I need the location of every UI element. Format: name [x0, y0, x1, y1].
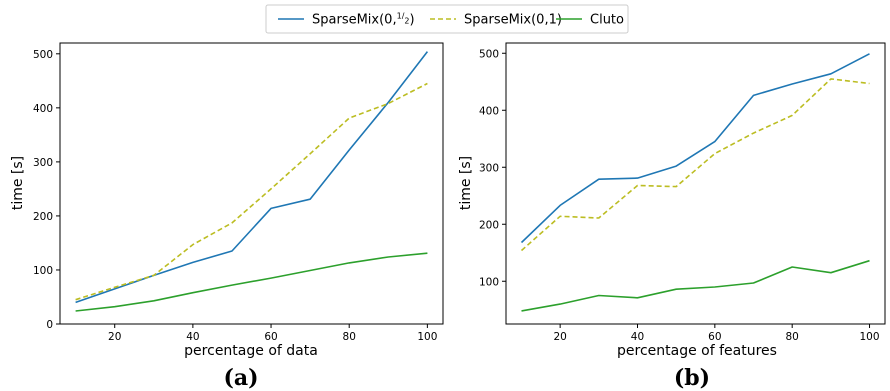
y-tick-label-b-200: 200	[479, 219, 499, 231]
x-tick-label-b-100: 100	[860, 331, 880, 343]
y-tick-label-a-300: 300	[33, 157, 53, 169]
x-tick-label-b-20: 20	[553, 331, 566, 343]
y-tick-label-b-500: 500	[479, 48, 499, 60]
y-tick-label-b-400: 400	[479, 105, 499, 117]
y-tick-label-a-0: 0	[46, 319, 53, 331]
y-tick-label-a-500: 500	[33, 49, 53, 61]
plot-frame-a	[59, 42, 444, 325]
series-line-a-sparsemix-half	[75, 51, 429, 304]
x-axis-label-a: percentage of data	[184, 343, 318, 359]
chart-panel-a: 20 40 60 80 100 0 100 200 300 400 500 percentage o…	[10, 42, 444, 391]
chart-panel-b: 20 40 60 80 100 100 200 300 400 500 percentage of…	[458, 42, 886, 391]
x-tick-label-a-20: 20	[108, 331, 121, 343]
y-axis-label-b: time [s]	[458, 156, 474, 210]
legend-label-cluto: Cluto	[590, 13, 624, 28]
series-line-a-cluto	[75, 252, 428, 312]
x-axis-label-b: percentage of features	[617, 343, 777, 359]
plot-frame-b	[505, 42, 886, 325]
series-line-b-sparsemix-half	[520, 53, 870, 244]
y-tick-label-a-100: 100	[33, 265, 53, 277]
x-tick-label-a-100: 100	[417, 331, 437, 343]
plot-area-b: 20 40 60 80 100 100 200 300 400 500	[479, 48, 880, 343]
legend-label-sparsemix-one: SparseMix(0,1)	[464, 13, 562, 28]
y-tick-label-a-400: 400	[33, 103, 53, 115]
plot-area-a: 20 40 60 80 100 0 100 200 300 400 500	[33, 49, 437, 343]
x-tick-label-a-60: 60	[264, 331, 277, 343]
legend: SparseMix(0,1/2) SparseMix(0,1) Cluto	[265, 4, 629, 34]
y-tick-label-b-100: 100	[479, 276, 499, 288]
x-tick-label-a-40: 40	[186, 331, 199, 343]
panel-label-a: (a)	[223, 365, 258, 391]
y-tick-label-a-200: 200	[33, 211, 53, 223]
x-tick-label-a-80: 80	[343, 331, 356, 343]
series-line-a-sparsemix-one	[75, 82, 428, 301]
x-tick-label-b-40: 40	[631, 331, 644, 343]
panel-label-b: (b)	[674, 365, 710, 391]
series-line-b-cluto	[521, 259, 870, 312]
legend-label-sparsemix-half: SparseMix(0,1/2)	[312, 12, 415, 28]
series-line-b-sparsemix-one	[520, 78, 870, 252]
x-tick-label-b-60: 60	[708, 331, 721, 343]
y-axis-label-a: time [s]	[10, 156, 26, 210]
x-tick-label-b-80: 80	[785, 331, 798, 343]
y-tick-label-b-300: 300	[479, 162, 499, 174]
